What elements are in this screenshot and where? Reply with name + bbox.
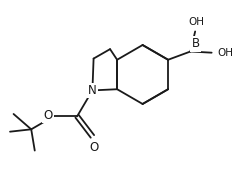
Text: O: O [43, 109, 52, 122]
Text: O: O [89, 141, 98, 154]
Text: OH: OH [217, 48, 234, 58]
Text: B: B [192, 37, 200, 50]
Text: OH: OH [188, 17, 204, 27]
Text: N: N [88, 84, 97, 97]
